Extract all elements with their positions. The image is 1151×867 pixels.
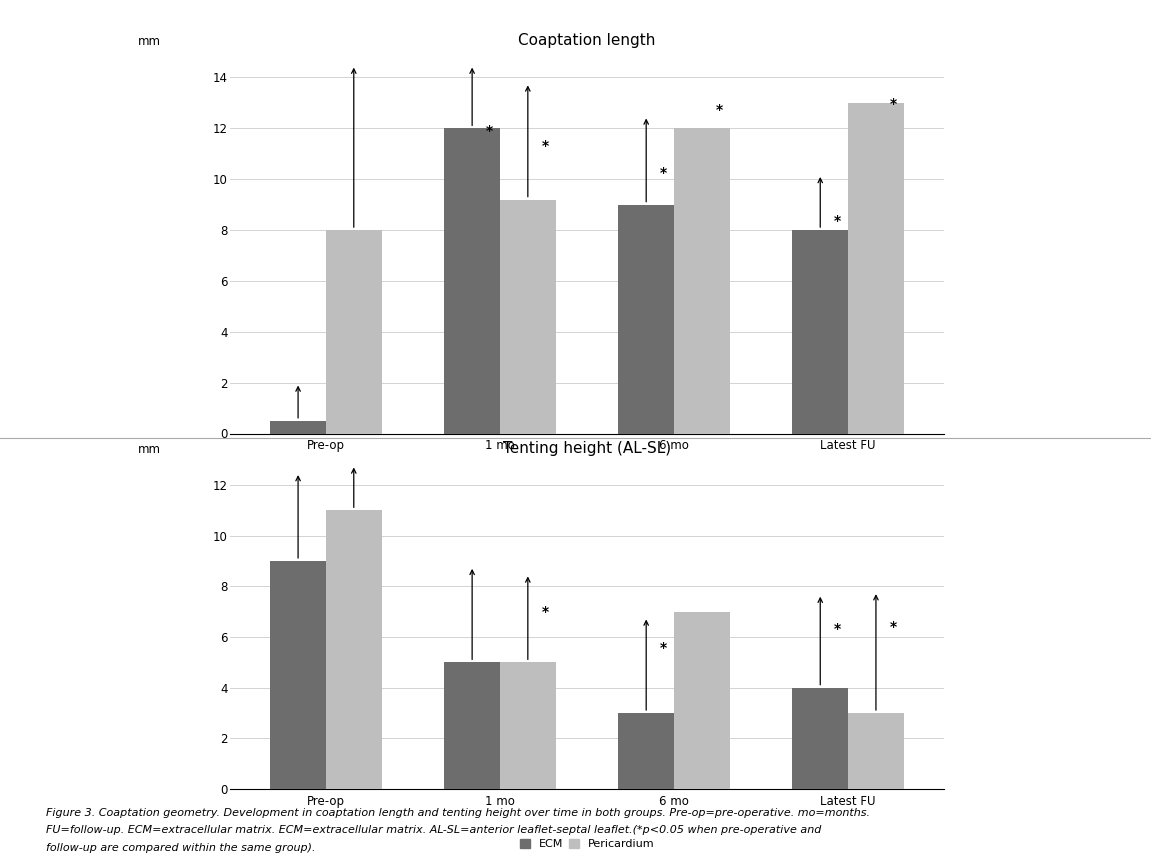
Legend: ECM, Pericardium: ECM, Pericardium [520, 494, 654, 505]
Text: *: * [834, 214, 841, 228]
Bar [270, 420, 326, 434]
Text: mm: mm [137, 443, 160, 456]
Text: *: * [661, 641, 668, 655]
Text: *: * [890, 97, 897, 111]
Text: follow-up are compared within the same group).: follow-up are compared within the same g… [46, 843, 315, 853]
Bar [326, 230, 382, 434]
Bar [848, 713, 904, 789]
Text: Figure 3. Coaptation geometry. Development in coaptation length and tenting heig: Figure 3. Coaptation geometry. Developme… [46, 808, 870, 818]
Bar [444, 128, 500, 434]
Bar [674, 128, 730, 434]
Text: *: * [542, 139, 549, 153]
Text: *: * [542, 605, 549, 619]
Bar [618, 205, 674, 434]
Bar [500, 662, 556, 789]
Bar [618, 713, 674, 789]
Bar [792, 230, 848, 434]
Bar [270, 561, 326, 789]
Bar [444, 662, 500, 789]
Bar [500, 199, 556, 434]
Bar [848, 103, 904, 434]
Text: *: * [486, 124, 493, 138]
Title: Tenting height (AL-SL): Tenting height (AL-SL) [503, 440, 671, 455]
Legend: ECM, Pericardium: ECM, Pericardium [520, 839, 654, 850]
Text: *: * [661, 166, 668, 179]
Text: FU=follow-up. ECM=extracellular matrix. ECM=extracellular matrix. AL-SL=anterior: FU=follow-up. ECM=extracellular matrix. … [46, 825, 822, 836]
Text: *: * [890, 620, 897, 634]
Bar [674, 611, 730, 789]
Bar [792, 688, 848, 789]
Title: Coaptation length: Coaptation length [518, 33, 656, 48]
Text: mm: mm [137, 36, 160, 49]
Bar [326, 510, 382, 789]
Text: *: * [716, 103, 723, 117]
Text: *: * [834, 622, 841, 636]
